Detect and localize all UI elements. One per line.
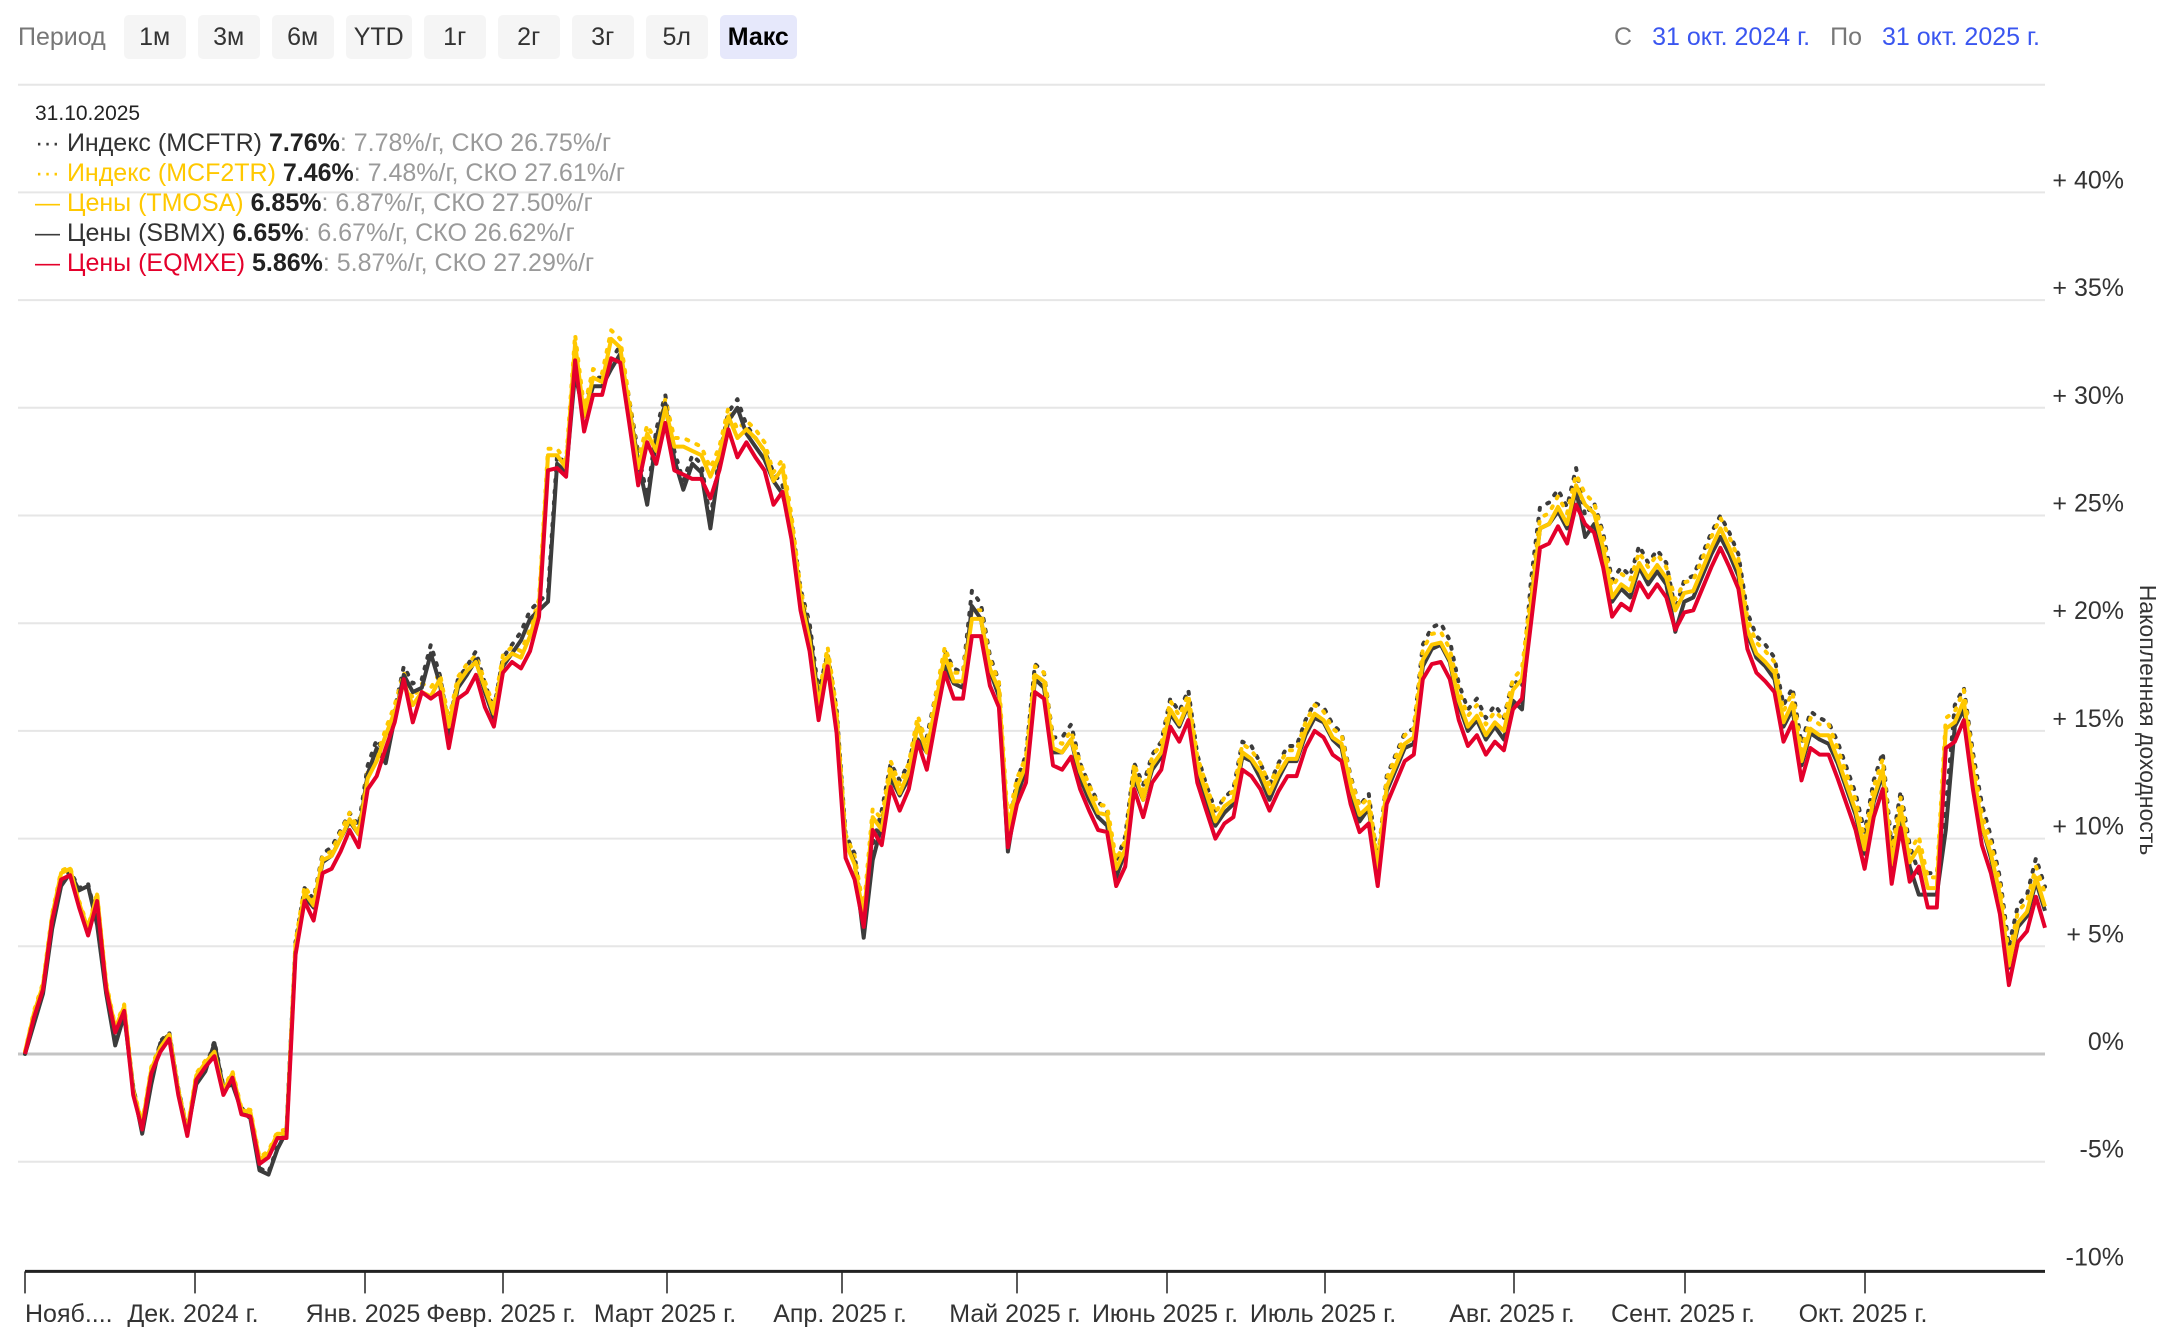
legend-marker: ··· bbox=[35, 129, 60, 157]
y-tick-label: + 35% bbox=[2052, 274, 2124, 302]
series-line-eqmxe bbox=[23, 356, 2047, 1166]
legend-total-return: 7.46% bbox=[282, 159, 354, 187]
period-button[interactable]: 3м bbox=[197, 15, 260, 59]
y-tick-label: + 10% bbox=[2052, 813, 2124, 841]
period-button[interactable]: 5л bbox=[645, 15, 708, 59]
legend-stats: : 7.48%/г, СКО 27.61%/г bbox=[353, 159, 626, 187]
period-button[interactable]: Макс bbox=[719, 15, 797, 59]
y-tick-label: + 20% bbox=[2052, 597, 2124, 625]
y-tick-label: + 5% bbox=[2066, 920, 2124, 948]
x-tick-label: Янв. 2025 bbox=[306, 1300, 421, 1328]
period-button[interactable]: 1г bbox=[423, 15, 486, 59]
legend-item[interactable]: ··· Индекс (MCF2TR) 7.46%: 7.48%/г, СКО … bbox=[35, 158, 625, 188]
x-tick-label: Дек. 2024 г. bbox=[127, 1300, 258, 1328]
period-label: Период bbox=[18, 22, 106, 51]
x-tick-label: Апр. 2025 г. bbox=[773, 1300, 907, 1328]
legend-series-name: Индекс (MCF2TR) bbox=[66, 159, 276, 187]
y-tick-label: + 40% bbox=[2052, 166, 2124, 194]
legend-marker: — bbox=[35, 219, 60, 247]
y-tick-label: + 30% bbox=[2052, 382, 2124, 410]
y-tick-label: + 15% bbox=[2052, 705, 2124, 733]
x-tick-label: Май 2025 г. bbox=[949, 1300, 1081, 1328]
x-tick-label: Сент. 2025 г. bbox=[1611, 1300, 1755, 1328]
x-tick-label: Окт. 2025 г. bbox=[1799, 1300, 1928, 1328]
legend-series-name: Цены (SBMX) bbox=[66, 219, 226, 247]
x-tick-label: Июнь 2025 г. bbox=[1092, 1300, 1238, 1328]
period-button[interactable]: YTD bbox=[345, 15, 412, 59]
x-tick-label: Февр. 2025 г. bbox=[426, 1300, 576, 1328]
legend-total-return: 6.65% bbox=[232, 219, 304, 247]
series-line-mcftr bbox=[23, 343, 2047, 1175]
legend-date: 31.10.2025 bbox=[35, 102, 141, 125]
legend-total-return: 5.86% bbox=[251, 249, 323, 277]
period-button[interactable]: 3г bbox=[571, 15, 634, 59]
series-line-tmosa bbox=[23, 336, 2047, 1162]
legend-stats: : 7.78%/г, СКО 26.75%/г bbox=[339, 129, 612, 157]
period-button[interactable]: 2г bbox=[497, 15, 560, 59]
from-date-picker[interactable]: 31 окт. 2024 г. bbox=[1652, 22, 1811, 51]
to-date-picker[interactable]: 31 окт. 2025 г. bbox=[1881, 22, 2040, 51]
legend-series-name: Цены (TMOSA) bbox=[66, 189, 244, 217]
period-button[interactable]: 6м bbox=[271, 15, 334, 59]
x-tick-label: Нояб.... bbox=[25, 1300, 113, 1328]
y-axis-title: Накопленная доходность bbox=[2135, 585, 2161, 856]
series-line-mcf2tr bbox=[23, 328, 2047, 1160]
legend-item[interactable]: — Цены (TMOSA) 6.85%: 6.87%/г, СКО 27.50… bbox=[35, 188, 625, 218]
legend-item[interactable]: ··· Индекс (MCFTR) 7.76%: 7.78%/г, СКО 2… bbox=[35, 128, 625, 158]
y-tick-label: + 25% bbox=[2052, 490, 2124, 518]
to-label: По bbox=[1830, 22, 1862, 51]
legend-stats: : 6.87%/г, СКО 27.50%/г bbox=[321, 189, 593, 217]
x-tick-label: Июль 2025 г. bbox=[1250, 1300, 1396, 1328]
legend-total-return: 6.85% bbox=[250, 189, 322, 217]
y-tick-label: -5% bbox=[2080, 1136, 2124, 1164]
x-tick-label: Авг. 2025 г. bbox=[1449, 1300, 1575, 1328]
period-selector: Период 1м 3м 6м YTD 1г 2г 3г 5л Макс bbox=[18, 15, 797, 59]
chart-legend: 31.10.2025 ··· Индекс (MCFTR) 7.76%: 7.7… bbox=[35, 100, 625, 278]
legend-marker: ··· bbox=[35, 159, 60, 187]
from-label: С bbox=[1614, 22, 1633, 51]
x-tick-label: Март 2025 г. bbox=[594, 1300, 736, 1328]
legend-item[interactable]: — Цены (EQMXE) 5.86%: 5.87%/г, СКО 27.29… bbox=[35, 248, 625, 278]
period-button[interactable]: 1м bbox=[123, 15, 186, 59]
legend-stats: : 5.87%/г, СКО 27.29%/г bbox=[322, 249, 595, 277]
series-line-sbmx bbox=[23, 352, 2047, 1177]
legend-item[interactable]: — Цены (SBMX) 6.65%: 6.67%/г, СКО 26.62%… bbox=[35, 218, 625, 248]
legend-marker: — bbox=[35, 249, 60, 277]
legend-series-name: Цены (EQMXE) bbox=[66, 249, 246, 277]
y-tick-label: 0% bbox=[2088, 1028, 2124, 1056]
legend-total-return: 7.76% bbox=[268, 129, 340, 157]
legend-marker: — bbox=[35, 189, 60, 217]
date-range: С 31 окт. 2024 г. По 31 окт. 2025 г. bbox=[1614, 15, 2040, 59]
legend-stats: : 6.67%/г, СКО 26.62%/г bbox=[303, 219, 575, 247]
legend-series-name: Индекс (MCFTR) bbox=[66, 129, 262, 157]
period-buttons: 1м 3м 6м YTD 1г 2г 3г 5л Макс bbox=[123, 15, 797, 59]
y-tick-label: -10% bbox=[2066, 1243, 2124, 1271]
